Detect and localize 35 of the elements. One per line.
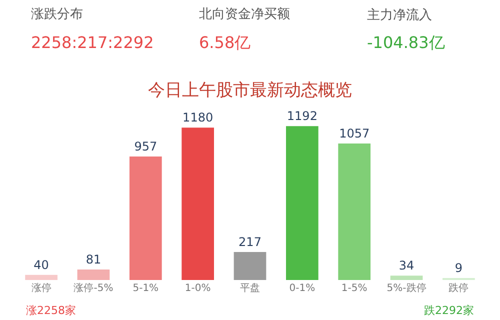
x-tick-label: 涨停 [31, 282, 52, 294]
text: -104.83亿 [367, 33, 445, 52]
text: 北向资金净买额 [199, 7, 290, 22]
text: 跌2292家 [424, 304, 474, 317]
x-tick-label: 5-1% [132, 283, 159, 294]
data-label: 81 [86, 252, 102, 267]
chart-title: 今日上午股市最新动态概览 [148, 80, 352, 101]
data-label: 1192 [286, 109, 318, 124]
x-tick-label: 1-0% [184, 283, 211, 294]
x-tick-label: 涨停-5% [74, 282, 114, 294]
text: 涨2258家 [26, 304, 76, 317]
x-tick-label: 0-1% [289, 283, 316, 294]
bar [25, 274, 58, 280]
data-label: 34 [398, 258, 414, 273]
bar [234, 252, 266, 280]
x-tick-label: 平盘 [240, 282, 260, 294]
bar [338, 144, 371, 280]
text: 2258:217:2292 [31, 33, 154, 52]
x-tick-label: 5%-跌停 [386, 282, 426, 294]
bar [182, 128, 214, 280]
data-label: 1180 [182, 110, 214, 125]
data-label: 1057 [339, 126, 370, 141]
data-label: 957 [134, 139, 158, 154]
text: 主力净流入 [367, 7, 432, 23]
data-label: 40 [34, 258, 49, 272]
data-label: 9 [454, 261, 463, 275]
bar [286, 126, 318, 280]
bar [129, 156, 162, 280]
x-tick-label: 跌停 [448, 282, 469, 294]
bar [77, 270, 110, 280]
data-label: 217 [238, 234, 262, 249]
text: 涨跌分布 [31, 7, 83, 22]
bar [390, 276, 423, 280]
text: 6.58亿 [199, 33, 251, 52]
x-tick-label: 1-5% [341, 283, 368, 294]
